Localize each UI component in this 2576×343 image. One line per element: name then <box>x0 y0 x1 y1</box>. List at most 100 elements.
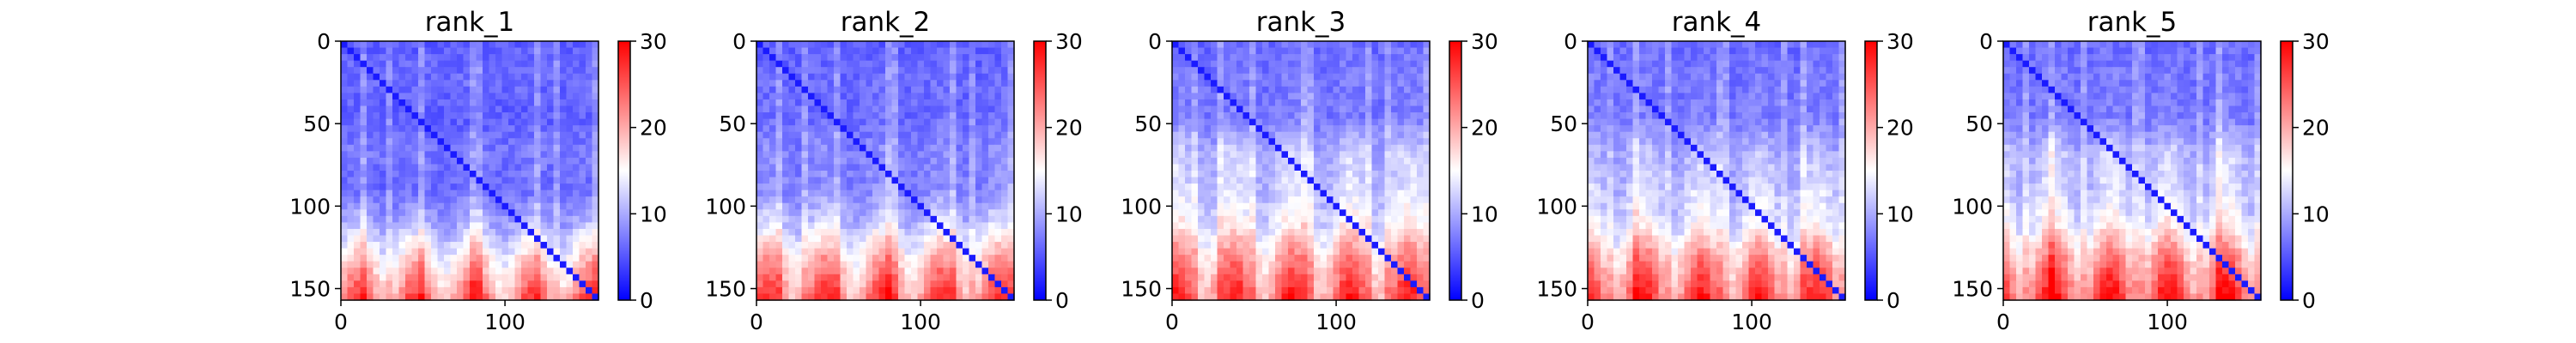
heatmap-cell <box>534 255 542 262</box>
heatmap-cell <box>392 184 400 191</box>
heatmap-cell <box>540 41 548 49</box>
heatmap-cell <box>1249 47 1257 55</box>
heatmap-cell <box>411 215 419 223</box>
heatmap-cell <box>418 118 426 126</box>
heatmap-cell <box>1294 80 1302 87</box>
heatmap-cell <box>1314 138 1321 146</box>
heatmap-cell <box>1365 54 1373 62</box>
heatmap-cell <box>878 177 886 184</box>
heatmap-cell <box>566 261 574 268</box>
heatmap-cell <box>547 125 555 133</box>
heatmap-cell <box>457 190 465 197</box>
heatmap-cell <box>514 274 522 281</box>
heatmap-cell <box>560 151 568 159</box>
heatmap-cell <box>1230 118 1237 126</box>
heatmap-cell <box>1294 274 1302 281</box>
heatmap-cell <box>924 235 932 243</box>
heatmap-cell <box>1391 286 1399 295</box>
heatmap-cell <box>1417 280 1425 288</box>
heatmap-cell <box>592 248 599 256</box>
heatmap-cell <box>782 209 790 217</box>
heatmap-cell <box>801 73 809 81</box>
heatmap-cell <box>930 47 938 55</box>
heatmap-cell <box>341 99 349 107</box>
heatmap-cell <box>1172 93 1180 100</box>
heatmap-cell <box>1691 41 1698 49</box>
heatmap-cell <box>917 131 925 139</box>
heatmap-cell <box>885 67 893 75</box>
heatmap-cell <box>981 190 989 197</box>
heatmap-cell <box>1255 255 1263 262</box>
heatmap-cell <box>866 73 873 81</box>
heatmap-cell <box>411 138 419 146</box>
heatmap-cell <box>1204 190 1212 197</box>
heatmap-cell <box>1346 209 1353 217</box>
heatmap-cell <box>476 138 483 146</box>
heatmap-cell <box>834 144 841 152</box>
heatmap-cell <box>1217 171 1224 178</box>
heatmap-cell <box>592 86 599 93</box>
heatmap-cell <box>898 93 906 100</box>
heatmap-cell <box>834 105 841 113</box>
heatmap-cell <box>981 268 989 275</box>
heatmap-cell <box>392 60 400 68</box>
heatmap-cell <box>981 202 989 210</box>
heatmap-cell <box>553 112 561 120</box>
heatmap-cell <box>1320 215 1327 223</box>
heatmap-cell <box>762 190 770 197</box>
heatmap-cell <box>1301 118 1309 126</box>
heatmap-cell <box>560 215 568 223</box>
heatmap-cell <box>1236 242 1244 250</box>
heatmap-cell <box>891 99 899 107</box>
heatmap-cell <box>981 280 989 288</box>
heatmap-cell <box>1230 196 1237 204</box>
heatmap-cell <box>540 242 548 250</box>
heatmap-cell <box>1242 171 1250 178</box>
heatmap-cell <box>1378 293 1386 301</box>
heatmap-cell <box>878 54 886 62</box>
heatmap-cell <box>347 112 355 120</box>
heatmap-cell <box>872 112 880 120</box>
heatmap-cell <box>1320 196 1327 204</box>
heatmap-cell <box>1340 41 1347 49</box>
heatmap-cell <box>1729 41 1737 49</box>
heatmap-cell <box>1423 228 1431 237</box>
heatmap-cell <box>1320 209 1327 217</box>
heatmap-cell <box>540 222 548 230</box>
heatmap-cell <box>457 228 465 237</box>
heatmap-cell <box>840 171 848 178</box>
heatmap-cell <box>814 268 822 275</box>
heatmap-cell <box>431 209 439 217</box>
heatmap-cell <box>1410 235 1418 243</box>
heatmap-cell <box>450 105 458 113</box>
heatmap-cell <box>347 280 355 288</box>
heatmap-cell <box>1391 248 1399 256</box>
heatmap-cell <box>827 261 835 268</box>
heatmap-cell <box>1224 222 1231 230</box>
heatmap-cell <box>1378 54 1386 62</box>
heatmap-cell <box>1423 144 1431 152</box>
heatmap-cell <box>878 274 886 281</box>
heatmap-cell <box>1710 54 1717 62</box>
heatmap-cell <box>444 80 452 87</box>
heatmap-cell <box>795 112 803 120</box>
heatmap-cell <box>1224 73 1231 81</box>
heatmap-cell <box>1391 138 1399 146</box>
heatmap-cell <box>943 41 951 49</box>
heatmap-cell <box>943 280 951 288</box>
heatmap-cell <box>1224 202 1231 210</box>
heatmap-cell <box>950 242 957 250</box>
heatmap-cell <box>392 47 400 55</box>
heatmap-cell <box>398 41 406 49</box>
heatmap-cell <box>1423 242 1431 250</box>
heatmap-cell <box>1294 93 1302 100</box>
y-tick-label: 100 <box>289 194 331 219</box>
heatmap-cell <box>930 157 938 165</box>
heatmap-cell <box>769 242 777 250</box>
heatmap-cell <box>1211 184 1218 191</box>
heatmap-cell <box>1185 248 1193 256</box>
heatmap-cell <box>988 261 996 268</box>
heatmap-cell <box>1320 125 1327 133</box>
heatmap-cell <box>904 274 912 281</box>
heatmap-cell <box>1172 293 1180 301</box>
